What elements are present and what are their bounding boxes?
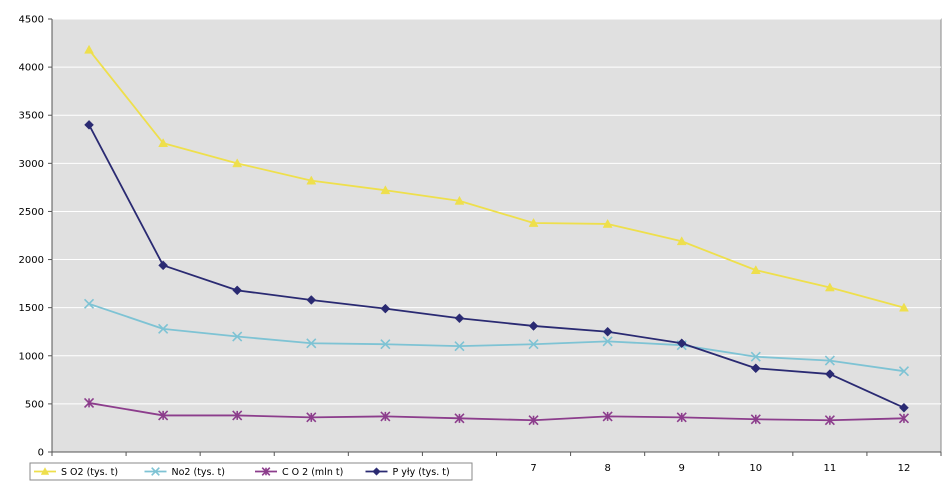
x-tick-label: 8	[604, 463, 610, 474]
x-tick-label: 7	[530, 463, 536, 474]
data-point	[824, 282, 835, 292]
data-point	[676, 338, 687, 349]
data-point	[83, 397, 95, 408]
data-point	[306, 338, 317, 349]
data-point	[158, 260, 168, 271]
data-point	[232, 410, 243, 421]
legend-swatch-marker	[40, 467, 50, 475]
x-tick-label: 11	[824, 463, 837, 474]
data-point	[158, 410, 169, 421]
data-point	[454, 313, 465, 324]
data-point	[158, 138, 169, 147]
data-point	[84, 119, 94, 130]
y-tick-label: 0	[38, 448, 44, 459]
data-point	[898, 366, 910, 377]
series-line	[88, 402, 904, 422]
y-tick-label: 4500	[19, 15, 44, 26]
data-point	[232, 158, 243, 168]
data-point	[454, 341, 465, 352]
data-point	[898, 413, 910, 424]
data-point	[750, 363, 761, 374]
legend-swatch-marker	[261, 467, 271, 476]
data-point	[84, 44, 94, 54]
y-tick-label: 3500	[19, 111, 44, 122]
data-point	[380, 185, 391, 195]
data-point	[528, 217, 539, 227]
data-point	[528, 415, 539, 426]
legend: S O2 (tys. t) No2 (tys. t) C O 2 (mln t) P …	[29, 462, 473, 481]
data-point	[676, 412, 687, 423]
series-2	[83, 397, 910, 426]
y-tick-label: 500	[25, 399, 44, 410]
data-point	[232, 331, 243, 342]
data-point	[825, 369, 835, 379]
x-tick-label: 10	[749, 463, 762, 474]
plot-area	[51, 18, 942, 453]
data-point	[750, 414, 761, 425]
data-point	[83, 298, 95, 309]
data-point	[899, 302, 909, 312]
data-point	[602, 411, 613, 422]
series-line	[88, 302, 905, 373]
data-point	[750, 351, 761, 362]
data-point	[232, 285, 243, 296]
data-point	[380, 303, 391, 314]
data-point	[750, 265, 761, 274]
data-point	[380, 411, 391, 422]
data-point	[899, 402, 909, 413]
data-point	[380, 339, 391, 350]
series-group	[83, 44, 910, 426]
legend-label: No2 (tys. t)	[172, 467, 225, 478]
data-point	[602, 218, 613, 228]
data-point	[528, 321, 539, 331]
data-point	[602, 336, 613, 347]
series-line	[88, 124, 905, 409]
legend-label: S O2 (tys. t)	[61, 467, 118, 478]
legend-swatch-marker	[372, 467, 381, 476]
series-0	[84, 44, 909, 312]
data-point	[676, 236, 687, 246]
y-tick-label: 1000	[19, 351, 44, 362]
x-tick-label: 9	[679, 463, 685, 474]
y-tick-label: 2000	[19, 255, 44, 266]
data-point	[528, 339, 539, 350]
y-tick-label: 3000	[19, 159, 44, 170]
data-point	[454, 413, 465, 424]
data-point	[454, 195, 465, 205]
legend-box	[29, 462, 473, 481]
legend-label: P yły (tys. t)	[393, 467, 450, 478]
data-point	[602, 326, 613, 337]
series-line	[88, 49, 905, 309]
y-tick-label: 4000	[19, 63, 44, 74]
data-point	[824, 415, 835, 426]
legend-swatch-marker	[151, 467, 160, 476]
y-tick-label: 1500	[19, 303, 44, 314]
x-tick-label: 12	[898, 463, 911, 474]
data-point	[306, 412, 317, 423]
data-point	[158, 323, 169, 334]
data-point	[824, 355, 835, 366]
legend-label: C O 2 (mln t)	[282, 467, 343, 478]
y-tick-label: 2500	[19, 207, 44, 218]
series-3	[84, 119, 909, 413]
data-point	[306, 295, 317, 305]
data-point	[306, 175, 317, 185]
